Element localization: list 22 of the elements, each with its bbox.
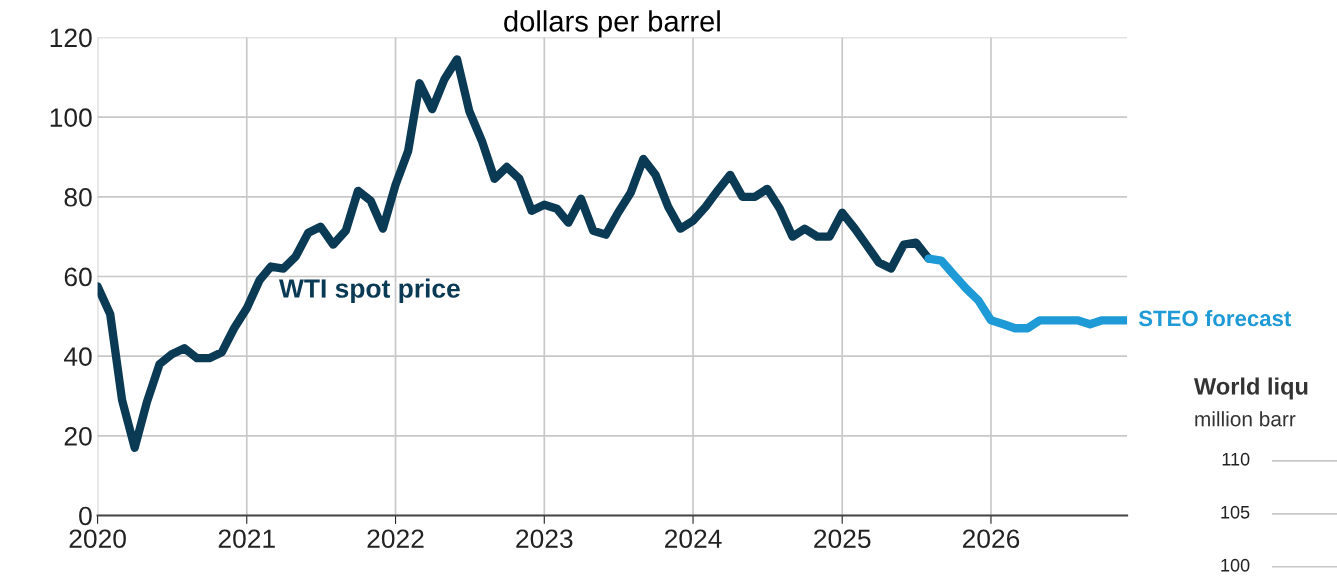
y-tick-label: 0	[79, 506, 92, 526]
x-tick-label: 2023	[516, 529, 573, 549]
x-tick-label: 2022	[367, 529, 424, 549]
y-tick-label: 60	[64, 267, 92, 287]
series-label: STEO forecast	[1138, 309, 1292, 327]
text: million barr	[1195, 411, 1296, 427]
y-tick-label: 40	[64, 347, 92, 366]
x-tick-label: 2024	[665, 529, 722, 549]
text: 100	[1221, 558, 1250, 572]
y-tick-label: 80	[64, 187, 92, 207]
y-tick-label: 20	[64, 426, 92, 446]
y-tick-label: 100	[50, 108, 92, 127]
text: 110	[1222, 452, 1250, 466]
text: World liqu	[1193, 377, 1308, 400]
chart-title: dollars per barrel	[504, 10, 720, 38]
text: 105	[1221, 505, 1250, 519]
x-tick-label: 2025	[814, 529, 871, 549]
y-tick-label: 120	[50, 28, 92, 48]
x-tick-label: 2020	[69, 529, 126, 549]
x-tick-label: 2021	[218, 529, 275, 549]
series-label: WTI spot price	[278, 278, 460, 304]
x-tick-label: 2026	[962, 529, 1020, 549]
